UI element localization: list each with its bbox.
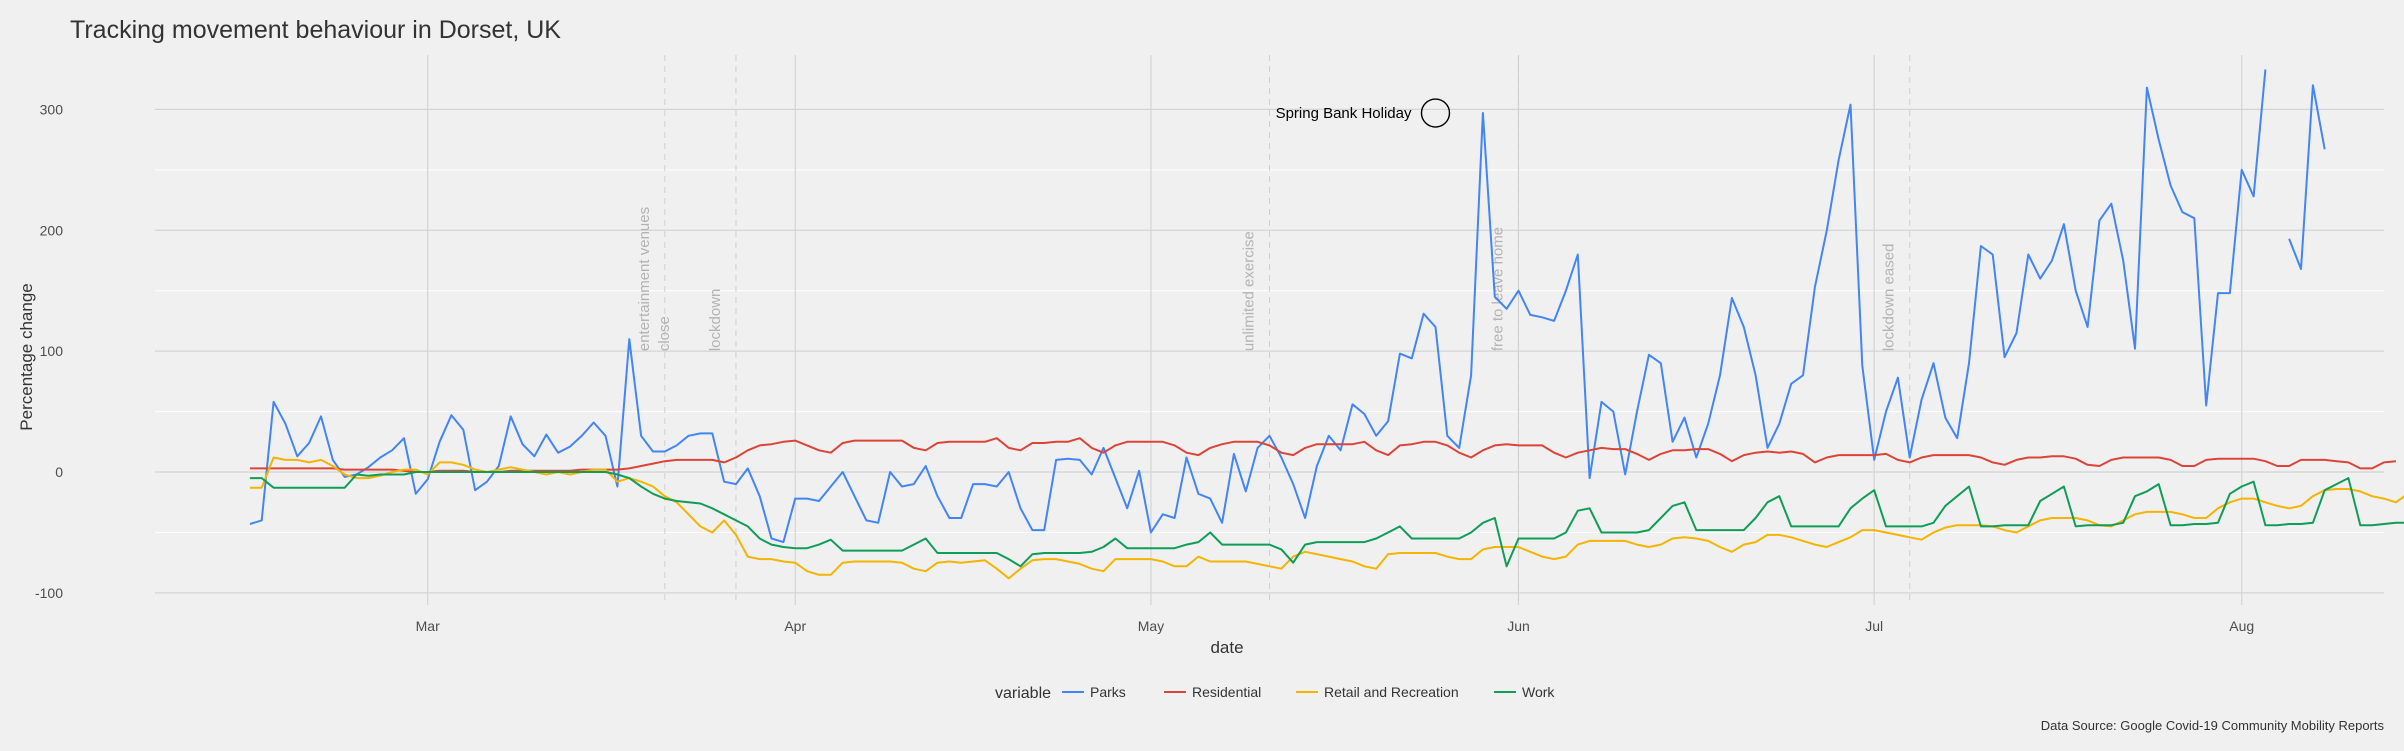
series-line-parks	[249, 69, 2326, 544]
y-axis-title: Percentage change	[17, 283, 36, 430]
event-label: unlimited exercise	[1241, 231, 1258, 351]
x-tick-label: Jun	[1507, 618, 1530, 634]
legend-label: Residential	[1192, 684, 1261, 700]
x-tick-label: Aug	[2229, 618, 2254, 634]
x-tick-label: Jul	[1865, 618, 1883, 634]
annotation-label: Spring Bank Holiday	[1276, 105, 1412, 122]
x-tick-label: Mar	[416, 618, 440, 634]
event-label: entertainment venues	[636, 207, 653, 351]
series-line-residential	[249, 437, 2397, 473]
event-label: close	[656, 316, 673, 351]
x-axis-title: date	[1210, 638, 1243, 657]
legend-label: Parks	[1090, 684, 1126, 700]
y-tick-label: 200	[40, 222, 64, 238]
event-label: lockdown eased	[1881, 244, 1898, 352]
legend-label: Work	[1522, 684, 1555, 700]
x-tick-label: May	[1138, 618, 1164, 634]
event-markers: entertainment venues close lockdown unlimit…	[636, 55, 1911, 605]
y-tick-label: 300	[40, 101, 64, 117]
x-tick-label: Apr	[784, 618, 806, 634]
y-tick-label: 100	[40, 343, 64, 359]
caption: Data Source: Google Covid-19 Community M…	[2041, 718, 2385, 733]
y-tick-label: -100	[35, 585, 63, 601]
series-line-work	[249, 471, 2404, 568]
x-axis-ticks: Mar Apr May Jun Jul Aug	[416, 618, 2255, 634]
legend-title: variable	[995, 685, 1051, 702]
event-label: free to leave home	[1489, 227, 1506, 351]
series-lines	[249, 69, 2404, 580]
legend: variable Parks Residential Retail and Recre…	[995, 684, 1555, 702]
y-axis-ticks: -100 0 100 200 300	[35, 101, 63, 601]
event-label: lockdown	[707, 289, 724, 352]
annotation-circle	[1420, 98, 1451, 128]
chart-title: Tracking movement behaviour in Dorset, U…	[70, 16, 561, 44]
y-tick-label: 0	[55, 464, 63, 480]
legend-label: Retail and Recreation	[1324, 684, 1459, 700]
annotation: Spring Bank Holiday	[1276, 98, 1451, 128]
